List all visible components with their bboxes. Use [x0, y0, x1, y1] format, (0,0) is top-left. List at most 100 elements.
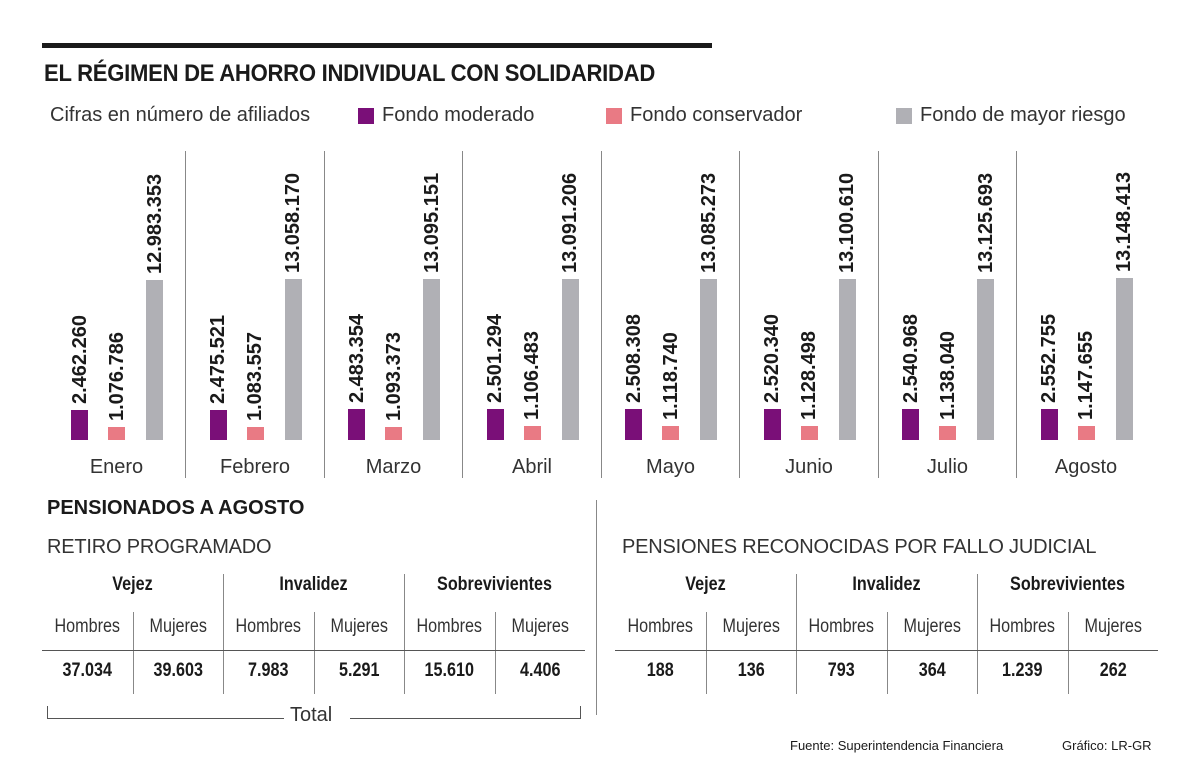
section-divider: [596, 500, 597, 715]
group-divider: [977, 574, 978, 694]
value-cell: 5.291: [338, 660, 379, 681]
month-separator: [185, 151, 186, 478]
group-header: Vejez: [685, 574, 726, 595]
month-label: Julio: [926, 456, 969, 478]
column-divider: [886, 612, 888, 694]
data-label: 1.076.786: [105, 331, 128, 421]
subheader: Mujeres: [149, 616, 207, 637]
group-header: Sobrevivientes: [437, 574, 552, 595]
bar: [625, 409, 642, 440]
subheader: Mujeres: [722, 616, 780, 637]
total-label: Total: [290, 704, 333, 726]
bar: [385, 426, 402, 440]
bar-chart: 2.462.260 1.076.786 12.983.353 Enero 2.475.5…: [68, 151, 1135, 478]
month-separator: [600, 151, 602, 478]
bar: [800, 426, 818, 440]
month-label: Mayo: [646, 456, 695, 478]
subheader: Hombres: [989, 616, 1056, 637]
group-divider: [404, 574, 405, 694]
column-divider: [313, 612, 315, 694]
data-label: 1.118.740: [659, 332, 682, 421]
bar: [423, 278, 440, 440]
bar: [108, 426, 125, 440]
value-cell: 39.603: [153, 660, 203, 681]
data-label: 1.106.483: [521, 331, 543, 421]
data-label: 2.552.755: [1038, 313, 1060, 403]
bar: [209, 409, 227, 440]
bar: [523, 426, 541, 440]
legend-item-mayor-riesgo: Fondo de mayor riesgo: [896, 104, 1126, 127]
bar: [146, 280, 163, 440]
data-label: 13.148.413: [1113, 172, 1135, 273]
bar: [348, 409, 365, 440]
month-label: Junio: [785, 456, 833, 478]
subheader: Mujeres: [903, 616, 961, 637]
group-divider: [796, 574, 797, 694]
data-label: 2.462.260: [68, 314, 91, 404]
value-cell: 364: [918, 660, 946, 681]
data-label: 13.091.206: [559, 172, 581, 273]
retiro-title: RETIRO PROGRAMADO: [47, 536, 272, 558]
subheader: Hombres: [416, 616, 483, 637]
column-divider: [1067, 612, 1069, 694]
group-divider: [223, 574, 224, 694]
bar: [662, 426, 679, 440]
bar: [486, 409, 504, 440]
data-label: 12.983.353: [143, 174, 166, 275]
data-label: 1.138.040: [936, 331, 959, 420]
top-rule: [42, 43, 712, 48]
bar: [977, 278, 994, 440]
total-bracket-line: [47, 718, 284, 719]
data-label: 13.095.151: [420, 172, 443, 273]
month-label: Marzo: [365, 456, 422, 478]
data-label: 13.100.610: [836, 172, 858, 273]
data-label: 13.125.693: [974, 172, 997, 273]
bar: [838, 278, 856, 440]
data-label: 1.083.557: [244, 331, 266, 421]
data-label: 2.520.340: [761, 314, 783, 403]
data-label: 13.058.170: [282, 173, 304, 274]
column-divider: [494, 612, 496, 694]
data-label: 2.483.354: [345, 314, 368, 404]
data-label: 1.147.655: [1075, 330, 1097, 420]
legend-label: Fondo de mayor riesgo: [920, 104, 1126, 126]
month-label: Enero: [89, 456, 144, 478]
data-label: 2.475.521: [207, 314, 229, 404]
subheader: Hombres: [808, 616, 875, 637]
data-label: 2.501.294: [484, 314, 506, 404]
value-cell: 188: [646, 660, 674, 681]
chart-title: EL RÉGIMEN DE AHORRO INDIVIDUAL CON SOLI…: [44, 60, 656, 87]
group-header: Invalidez: [852, 574, 921, 595]
data-label: 1.093.373: [382, 331, 405, 421]
group-header: Vejez: [112, 574, 153, 595]
month-separator: [462, 151, 463, 478]
data-label: 2.540.968: [899, 313, 922, 403]
column-divider: [132, 612, 134, 694]
credit-note: Gráfico: LR-GR: [1062, 738, 1152, 753]
table-rule: [42, 650, 585, 651]
value-cell: 37.034: [62, 660, 112, 681]
legend-item-conservador: Fondo conservador: [606, 104, 802, 127]
pensionados-title: PENSIONADOS A AGOSTO: [47, 497, 305, 519]
legend-swatch: [358, 107, 374, 124]
total-bracket-right: [580, 706, 581, 718]
subheader: Mujeres: [1084, 616, 1142, 637]
value-cell: 1.239: [1002, 660, 1043, 681]
legend-label: Fondo conservador: [630, 104, 803, 126]
bar: [284, 279, 302, 440]
column-divider: [705, 612, 707, 694]
total-bracket-line: [350, 718, 581, 719]
bar: [902, 408, 919, 440]
value-cell: 136: [737, 660, 765, 681]
bar: [561, 278, 579, 440]
data-label: 1.128.498: [798, 331, 820, 421]
legend-swatch: [896, 107, 912, 124]
bar: [763, 408, 781, 440]
chart-subtitle: Cifras en número de afiliados: [50, 104, 311, 126]
group-header: Invalidez: [279, 574, 348, 595]
bar: [939, 426, 956, 440]
subheader: Hombres: [54, 616, 121, 637]
bar: [246, 426, 264, 440]
month-separator: [739, 151, 740, 478]
fallo-title: PENSIONES RECONOCIDAS POR FALLO JUDICIAL: [622, 536, 1097, 558]
